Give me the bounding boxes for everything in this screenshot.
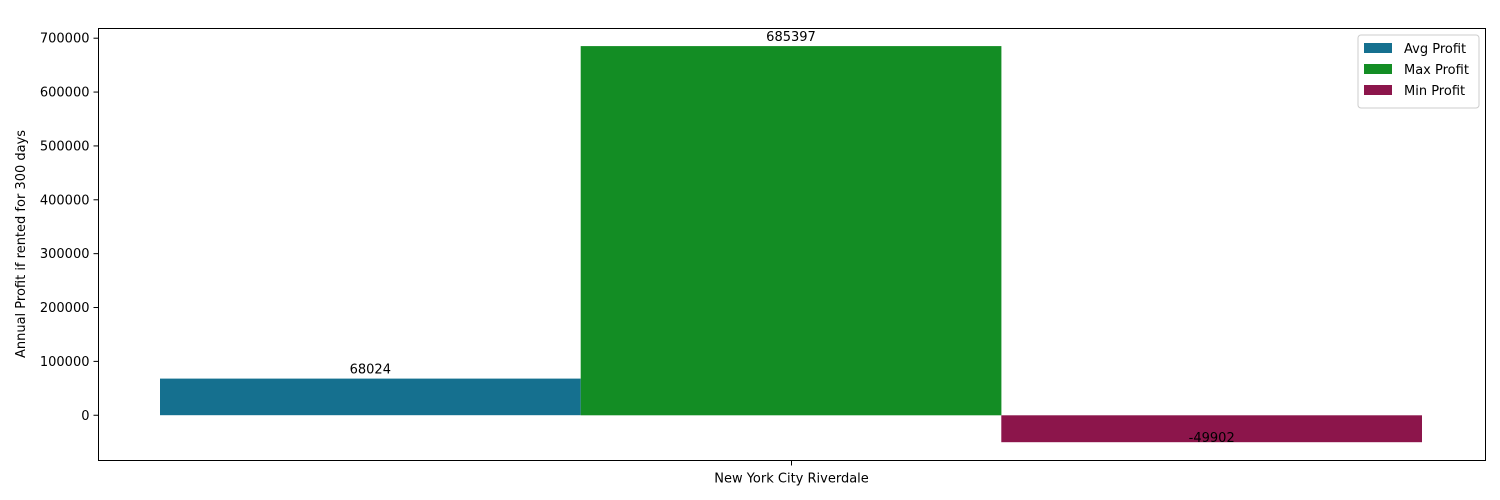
y-tick-label: 300000: [40, 247, 90, 262]
y-tick-label: 600000: [40, 86, 90, 101]
y-tick-label: 100000: [40, 355, 90, 370]
y-axis: 0 100000 200000 300000 400000 500000 600000 700…: [40, 32, 99, 424]
y-tick-label: 200000: [40, 301, 90, 316]
legend-swatch: [1364, 85, 1392, 95]
legend-entry: Avg Profit: [1404, 42, 1466, 57]
bar-max-profit: [580, 46, 1002, 416]
y-tick-label: 700000: [40, 32, 90, 47]
legend-entry: Max Profit: [1404, 63, 1469, 78]
data-label-max-profit: 685397: [766, 30, 816, 45]
legend: Avg Profit Max Profit Min Profit: [1357, 34, 1480, 109]
y-tick-label: 0: [81, 409, 89, 424]
x-axis: New York City Riverdale: [714, 460, 869, 487]
bar-min-profit: [1001, 415, 1422, 443]
legend-entry: Min Profit: [1404, 84, 1465, 99]
bars-group: [160, 46, 1422, 443]
bar-avg-profit: [160, 378, 581, 416]
data-labels-group: 68024 685397 -49902: [350, 30, 1235, 446]
y-tick-label: 400000: [40, 193, 90, 208]
legend-swatch: [1364, 64, 1392, 74]
data-label-avg-profit: 68024: [350, 363, 391, 378]
legend-swatch: [1364, 43, 1392, 53]
data-label-min-profit: -49902: [1189, 431, 1235, 446]
y-tick-label: 500000: [40, 139, 90, 154]
x-tick-label: New York City Riverdale: [714, 472, 869, 487]
y-axis-label: Annual Profit if rented for 300 days: [14, 130, 29, 358]
